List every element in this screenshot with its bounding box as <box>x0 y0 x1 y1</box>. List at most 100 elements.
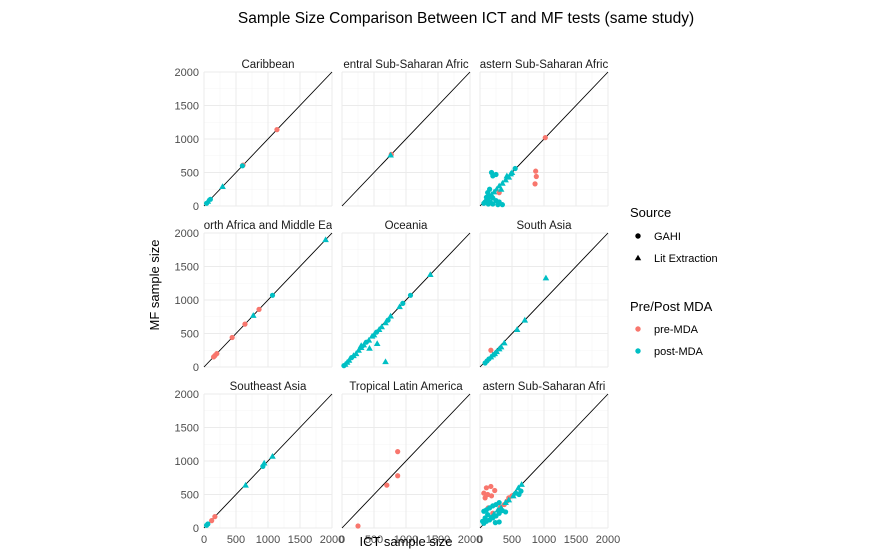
data-point-triangle <box>515 484 522 491</box>
legend-key-circle <box>635 233 641 239</box>
data-point-circle <box>239 163 245 169</box>
data-point-circle <box>496 519 502 525</box>
data-point-circle <box>385 317 391 323</box>
data-point-triangle <box>509 492 517 499</box>
data-point-circle <box>203 522 210 528</box>
data-point-triangle <box>490 510 498 517</box>
data-point-triangle <box>494 506 502 513</box>
data-point-circle <box>493 171 499 178</box>
data-point-triangle <box>505 496 513 503</box>
data-point-triangle <box>513 326 521 332</box>
y-tick-label: 2000 <box>175 228 199 240</box>
data-point-triangle <box>382 358 389 365</box>
facet-strip-label: Oceania <box>385 220 428 232</box>
data-point-triangle <box>501 339 508 346</box>
data-point-circle <box>503 509 509 515</box>
data-point-circle <box>512 165 518 172</box>
x-tick-label: 1500 <box>288 534 312 546</box>
y-tick-label: 1000 <box>175 134 199 146</box>
legend-label: pre-MDA <box>654 324 699 336</box>
data-point-circle <box>211 354 217 360</box>
facet-strip-label: Southeast Asia <box>230 381 307 393</box>
x-tick-label: 2000 <box>596 534 620 546</box>
data-point-circle <box>482 495 488 501</box>
data-points <box>481 135 548 208</box>
data-point-triangle <box>503 172 511 179</box>
facet-strip-label: orth Africa and Middle Ea <box>204 220 333 232</box>
data-point-triangle <box>269 453 276 459</box>
chart-title: Sample Size Comparison Between ICT and M… <box>238 10 694 27</box>
facet-panel: orth Africa and Middle Ea 0 500 1000 1500 200… <box>175 220 333 374</box>
data-point-triangle <box>366 344 373 351</box>
data-point-circle <box>481 508 487 514</box>
data-point-triangle <box>219 183 226 190</box>
data-points <box>203 127 280 206</box>
data-point-triangle <box>249 312 257 318</box>
legend-key-triangle <box>634 254 642 261</box>
data-point-triangle <box>502 499 509 506</box>
data-point-circle <box>269 292 276 298</box>
data-points <box>211 236 329 360</box>
data-point-circle <box>242 321 248 327</box>
data-point-circle <box>481 200 487 206</box>
legend-label: GAHI <box>654 231 681 243</box>
facet-panels: Caribbean 0 500 1000 1500 2000 entral Sub-Saha… <box>175 59 621 546</box>
reference-line <box>203 393 333 529</box>
facet-strip-label: astern Sub-Saharan Afri <box>483 381 606 393</box>
facet-panel: South Asia <box>479 220 609 368</box>
x-tick-label: 2000 <box>320 534 344 546</box>
y-tick-label: 0 <box>193 201 199 213</box>
data-point-triangle <box>382 319 389 326</box>
data-point-triangle <box>322 236 329 243</box>
data-point-circle <box>479 518 486 524</box>
data-point-circle <box>355 523 361 529</box>
data-point-circle <box>209 518 215 524</box>
data-point-circle <box>407 292 414 298</box>
data-point-circle <box>229 334 235 341</box>
data-point-circle <box>400 300 406 306</box>
data-point-triangle <box>427 271 434 278</box>
y-tick-label: 1000 <box>175 295 199 307</box>
y-tick-label: 500 <box>181 168 199 180</box>
data-points <box>355 449 401 529</box>
data-point-triangle <box>242 481 249 488</box>
data-point-circle <box>384 482 390 488</box>
data-point-circle <box>363 339 369 345</box>
x-tick-label: 1000 <box>394 534 418 546</box>
y-tick-label: 500 <box>181 490 199 502</box>
x-axis-title: ICT sample size <box>360 534 453 549</box>
y-tick-label: 1500 <box>175 101 199 113</box>
data-point-circle <box>488 347 494 353</box>
data-point-triangle <box>387 151 394 158</box>
legend-title-mda: Pre/Post MDA <box>630 299 713 314</box>
legend-key-color <box>635 348 641 354</box>
legend-label: Lit Extraction <box>654 253 718 265</box>
data-point-circle <box>492 520 498 526</box>
reference-line <box>203 71 333 207</box>
data-point-circle <box>487 199 493 205</box>
facet-strip-label: Caribbean <box>241 59 294 71</box>
data-point-circle <box>373 329 380 335</box>
data-point-circle <box>256 306 262 312</box>
data-point-circle <box>341 363 347 369</box>
facet-panel: Oceania <box>341 220 471 369</box>
y-axis-title: MF sample size <box>147 239 162 330</box>
facet-panel: Tropical Latin America 0 500 1000 1500 2000 <box>339 381 482 546</box>
x-tick-label: 0 <box>477 534 483 546</box>
data-point-circle <box>349 355 355 361</box>
legend-title-source: Source <box>630 205 671 220</box>
data-point-circle <box>488 493 495 499</box>
data-point-circle <box>395 449 401 455</box>
data-point-triangle <box>373 340 381 347</box>
data-point-circle <box>483 194 489 200</box>
facet-strip-label: Tropical Latin America <box>349 381 463 393</box>
facet-panel: Caribbean 0 500 1000 1500 2000 <box>175 59 333 213</box>
data-point-circle <box>203 200 210 206</box>
data-point-triangle <box>497 185 505 192</box>
y-tick-label: 2000 <box>175 389 199 401</box>
data-point-circle <box>488 483 494 490</box>
x-tick-label: 500 <box>365 534 383 546</box>
data-point-circle <box>492 487 498 494</box>
